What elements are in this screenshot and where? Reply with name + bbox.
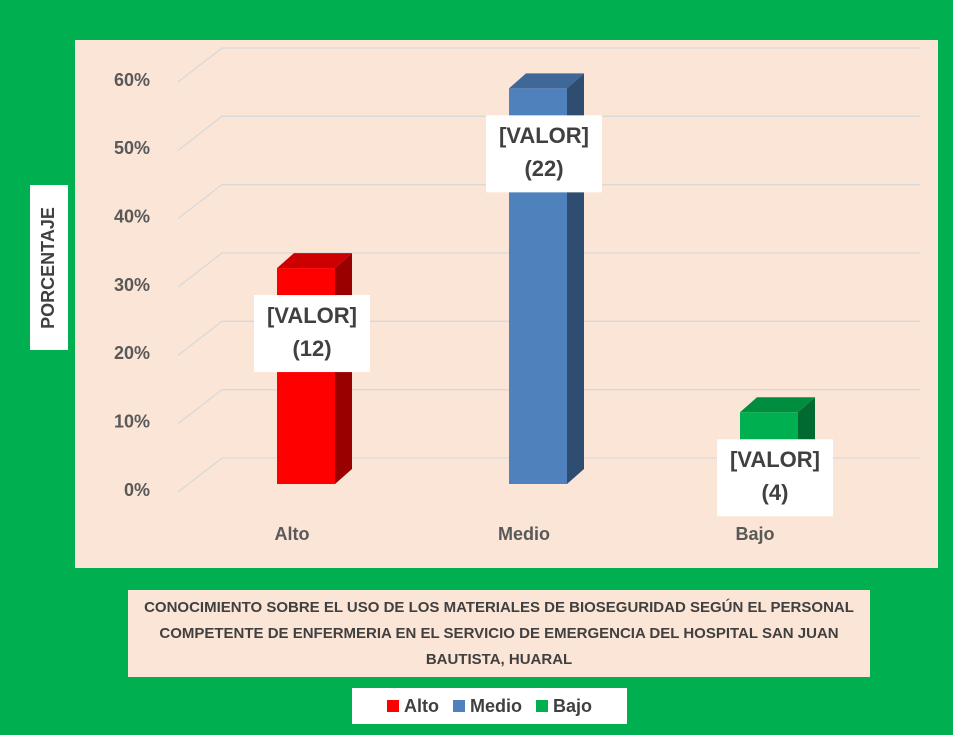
data-label: [VALOR] bbox=[267, 303, 357, 328]
grid-line bbox=[177, 47, 920, 83]
grid-line bbox=[177, 115, 920, 151]
grid-line bbox=[177, 457, 920, 493]
legend-swatch bbox=[386, 699, 399, 712]
legend-item: Alto bbox=[386, 695, 439, 717]
y-tick-label: 30% bbox=[114, 275, 150, 295]
y-tick-label: 40% bbox=[114, 206, 150, 226]
legend-item: Bajo bbox=[535, 695, 592, 717]
data-label: [VALOR] bbox=[499, 123, 589, 148]
data-label-count: (12) bbox=[292, 336, 331, 361]
y-tick-label: 0% bbox=[124, 480, 150, 500]
y-axis-label: PORCENTAJE bbox=[38, 207, 58, 329]
legend: Alto Medio Bajo bbox=[352, 688, 627, 724]
grid-line bbox=[177, 389, 920, 425]
y-tick-label: 60% bbox=[114, 70, 150, 90]
bar-top bbox=[277, 253, 352, 269]
data-label-count: (22) bbox=[524, 156, 563, 181]
legend-label: Medio bbox=[469, 695, 522, 716]
data-label-count: (4) bbox=[762, 480, 789, 505]
bar-top bbox=[509, 73, 584, 89]
y-label-box bbox=[30, 185, 68, 350]
legend-swatch bbox=[452, 699, 465, 712]
grid-line bbox=[177, 252, 920, 288]
x-tick-label: Medio bbox=[498, 524, 550, 544]
bar-top bbox=[740, 397, 815, 413]
data-label: [VALOR] bbox=[730, 447, 820, 472]
legend-item: Medio bbox=[452, 695, 522, 717]
x-tick-label: Bajo bbox=[735, 524, 774, 544]
legend-label: Bajo bbox=[552, 695, 592, 716]
legend-label: Alto bbox=[403, 695, 439, 716]
x-tick-label: Alto bbox=[275, 524, 310, 544]
y-tick-label: 50% bbox=[114, 138, 150, 158]
y-tick-label: 10% bbox=[114, 411, 150, 431]
data-label-box bbox=[486, 115, 602, 193]
data-label-box bbox=[717, 439, 833, 517]
chart-title: CONOCIMIENTO SOBRE EL USO DE LOS MATERIA… bbox=[128, 590, 870, 677]
y-tick-label: 20% bbox=[114, 343, 150, 363]
grid-line bbox=[177, 184, 920, 220]
data-label-box bbox=[254, 295, 370, 373]
legend-swatch bbox=[535, 699, 548, 712]
grid-line bbox=[177, 320, 920, 356]
